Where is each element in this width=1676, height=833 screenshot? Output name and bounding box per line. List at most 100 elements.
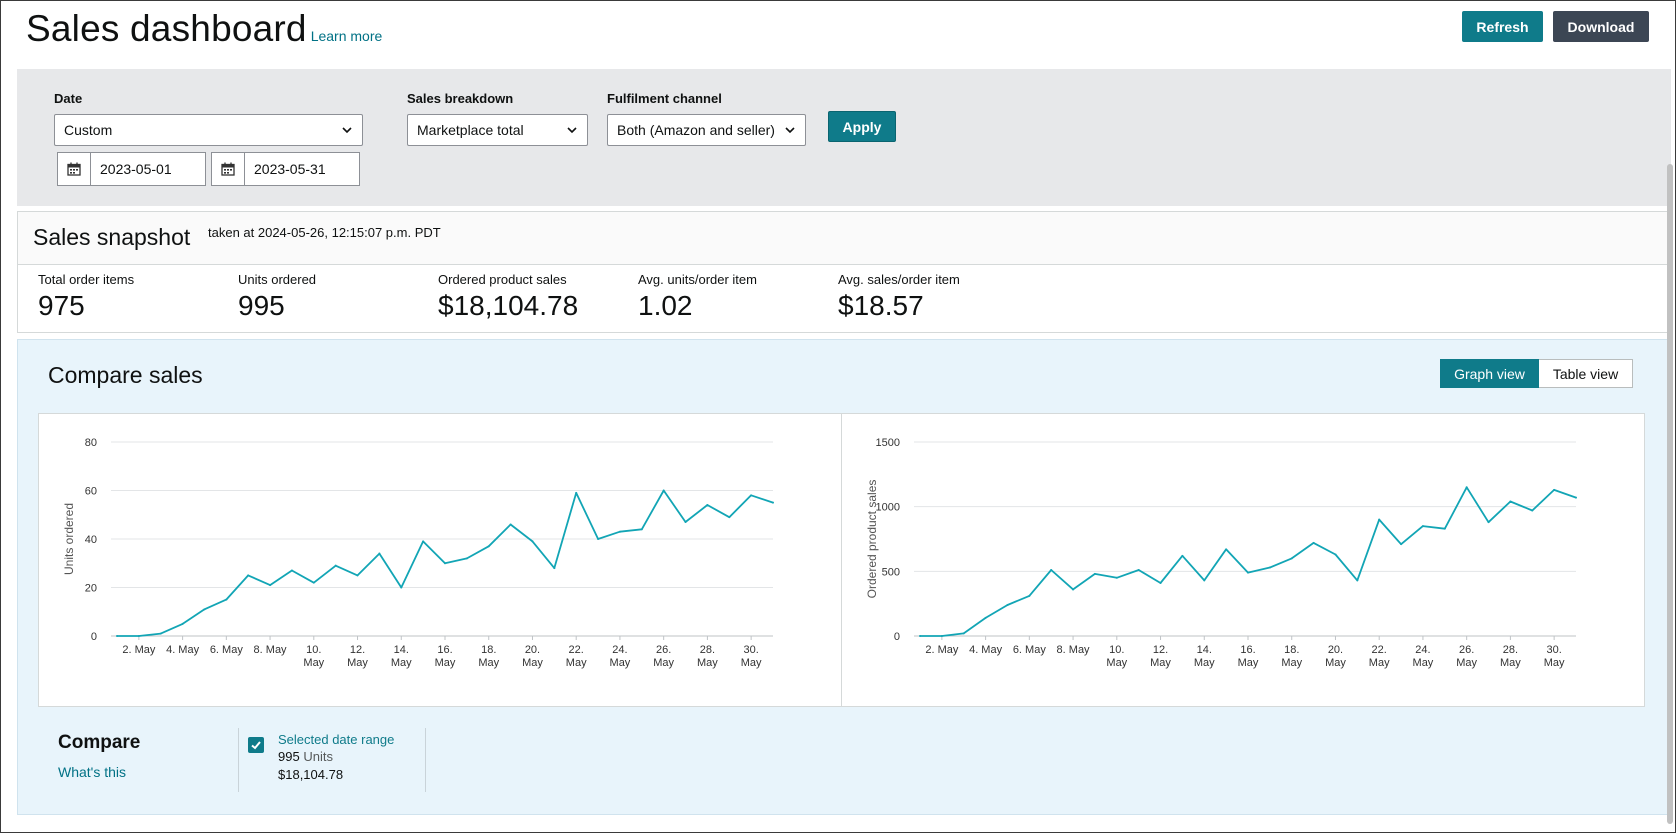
x-tick-label: 8. May [254, 644, 288, 656]
data-point [940, 635, 943, 637]
data-point [509, 523, 512, 526]
data-point [597, 538, 600, 540]
metric-label: Avg. units/order item [638, 272, 757, 287]
start-date-value: 2023-05-01 [100, 161, 172, 177]
x-tick-label: 18. May [478, 644, 499, 669]
x-tick-label: 20. May [522, 644, 543, 669]
x-tick-label: 2. May [122, 644, 156, 656]
x-tick-label: 6. May [1013, 644, 1047, 656]
calendar-icon[interactable] [58, 153, 91, 185]
data-point [137, 635, 140, 637]
apply-button[interactable]: Apply [828, 111, 896, 142]
x-tick-label: 12. May [347, 644, 368, 669]
x-tick-label: 20. May [1325, 644, 1346, 669]
data-point [984, 616, 987, 619]
table-view-button[interactable]: Table view [1539, 359, 1633, 388]
y-tick-label: 1000 [876, 502, 900, 514]
chevron-down-icon [342, 127, 352, 134]
data-point [1115, 576, 1118, 579]
data-point [269, 584, 272, 587]
fulfilment-channel-label: Fulfilment channel [607, 91, 722, 106]
y-tick-label: 0 [894, 631, 900, 643]
snapshot-timestamp: taken at 2024-05-26, 12:15:07 p.m. PDT [208, 225, 441, 240]
data-point [356, 574, 359, 577]
data-point [1159, 581, 1162, 584]
selected-units-value: 995 [278, 749, 300, 764]
x-tick-label: 24. May [1413, 644, 1434, 669]
ordered-product-sales-chart-svg: 0 500 1000 1500 Ordered product sales 2. May 4… [865, 437, 1577, 669]
data-point [1093, 572, 1096, 575]
data-point [247, 574, 250, 577]
x-tick-label: 10. May [303, 644, 324, 669]
data-point [640, 528, 643, 531]
metric-total-order-items: Total order items 975 [38, 272, 134, 322]
x-tick-label: 26. May [1456, 644, 1477, 669]
units-ordered-chart: 0 20 40 60 80 Units ordered 2. May 4. May 6. May… [38, 413, 842, 707]
compare-label: Compare [58, 732, 141, 753]
x-tick-label: 2. May [925, 644, 959, 656]
y-axis-label: Units ordered [62, 503, 76, 575]
view-toggle: Graph view Table view [1440, 359, 1633, 388]
x-tick-label: 4. May [166, 644, 200, 656]
start-date-field[interactable]: 2023-05-01 [57, 152, 206, 186]
metric-value: 1.02 [638, 290, 693, 321]
ordered-product-sales-chart: 0 500 1000 1500 Ordered product sales 2. May 4… [841, 413, 1645, 707]
date-select[interactable]: Custom [54, 114, 363, 146]
data-point [1006, 603, 1009, 606]
units-word: Units [303, 749, 333, 764]
metric-value: $18.57 [838, 290, 924, 321]
filter-panel: Date Custom 2023-05-01 2023-05-31 Sales … [17, 69, 1671, 206]
metric-label: Total order items [38, 272, 135, 287]
data-point [1247, 571, 1249, 574]
metric-value: 975 [38, 290, 85, 321]
data-point [706, 504, 709, 507]
data-point [1356, 579, 1359, 582]
data-point [1531, 509, 1534, 512]
data-point [1443, 527, 1446, 530]
fulfilment-channel-select[interactable]: Both (Amazon and seller) [607, 114, 806, 146]
date-select-value: Custom [64, 122, 113, 138]
data-point [1203, 579, 1206, 582]
page-header: Sales dashboard Learn more [26, 8, 382, 60]
x-tick-label: 14. May [391, 644, 412, 669]
x-tick-label: 4. May [969, 644, 1003, 656]
data-point [1137, 569, 1140, 572]
page-scrollbar[interactable] [1667, 164, 1673, 824]
data-point [1509, 500, 1512, 503]
download-button[interactable]: Download [1553, 11, 1649, 42]
x-tick-label: 30. May [741, 644, 762, 669]
data-point [1225, 548, 1228, 551]
data-point [159, 632, 162, 635]
data-point [662, 489, 665, 492]
x-tick-label: 14. May [1194, 644, 1215, 669]
selected-range-checkbox[interactable] [248, 737, 264, 753]
data-point [1050, 569, 1053, 572]
y-tick-label: 40 [85, 534, 97, 546]
data-point [684, 521, 687, 524]
x-tick-label: 12. May [1150, 644, 1171, 669]
data-point [400, 586, 403, 589]
data-point [116, 635, 118, 637]
data-point [750, 494, 753, 497]
divider [238, 728, 239, 792]
whats-this-link[interactable]: What's this [58, 764, 127, 780]
sales-breakdown-select[interactable]: Marketplace total [407, 114, 588, 146]
graph-view-button[interactable]: Graph view [1440, 359, 1539, 388]
data-point [378, 552, 381, 555]
chevron-down-icon [785, 127, 795, 134]
checkmark-icon [251, 741, 261, 750]
calendar-icon[interactable] [212, 153, 245, 185]
x-tick-label: 22. May [566, 644, 587, 669]
data-point [290, 569, 293, 572]
data-point [531, 540, 534, 543]
learn-more-link[interactable]: Learn more [310, 28, 383, 44]
y-tick-label: 1500 [876, 437, 900, 449]
data-point [962, 632, 965, 635]
y-tick-label: 0 [91, 631, 97, 643]
data-point [1181, 554, 1184, 557]
data-point [203, 608, 206, 611]
end-date-field[interactable]: 2023-05-31 [211, 152, 360, 186]
refresh-button[interactable]: Refresh [1462, 11, 1543, 42]
selected-range-label: Selected date range [278, 732, 395, 747]
sales-breakdown-value: Marketplace total [417, 122, 524, 138]
